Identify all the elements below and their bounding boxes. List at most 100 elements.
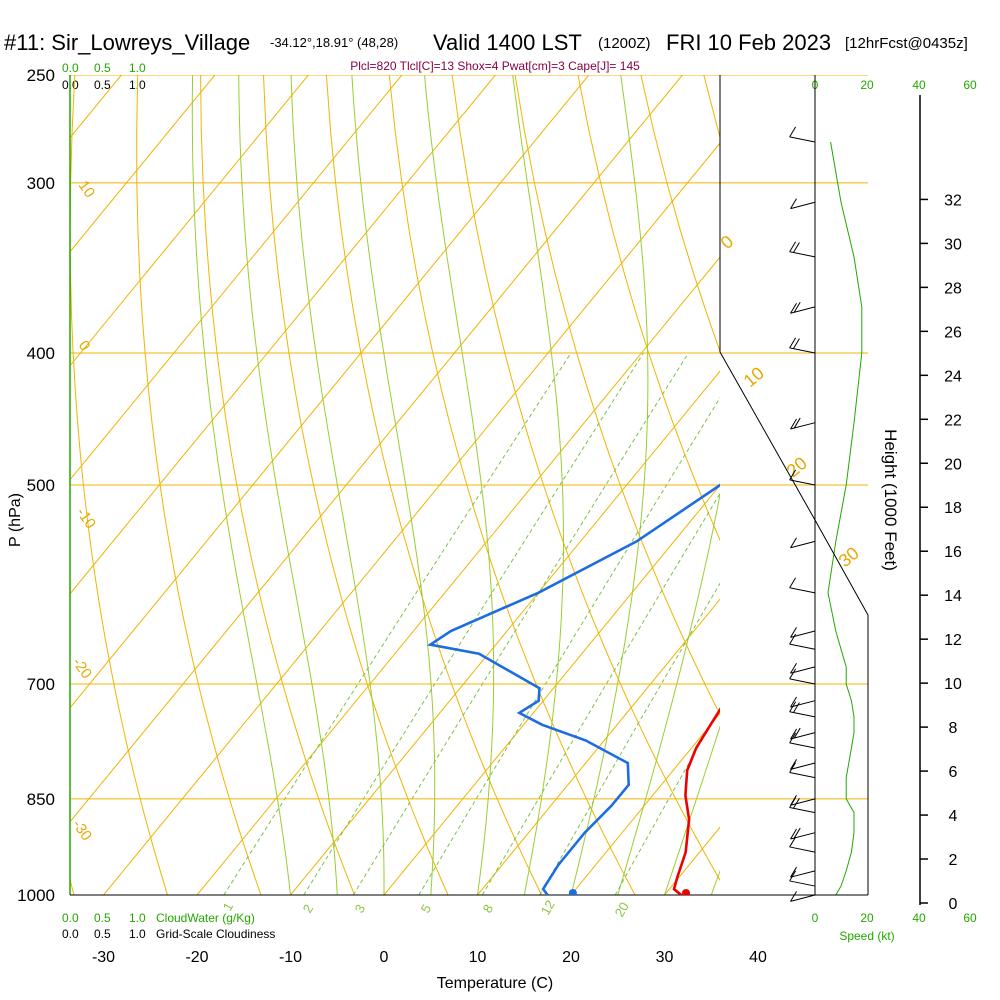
temperature-tick-label: -20 <box>185 949 208 966</box>
isotherm-labels: 10 0 -10 -20 -30 0 10 20 30 <box>69 178 863 845</box>
wind-barb-flag <box>789 633 797 645</box>
moist-adiabat <box>512 75 565 895</box>
speed-scale-top: 0 20 40 60 <box>812 78 977 92</box>
wind-barbs <box>789 126 816 902</box>
height-axis-label: Height (1000 Feet) <box>881 429 900 571</box>
wind-barb-flag <box>789 126 797 138</box>
valid-time: Valid 1400 LST <box>433 30 582 55</box>
temperature-tick-label: -30 <box>92 949 115 966</box>
moist-adiabat <box>617 492 720 895</box>
mixing-label: 5 <box>418 902 435 916</box>
wind-barb-staff <box>790 666 816 674</box>
wind-barb-flag <box>793 727 801 739</box>
stability-indices: Plcl=820 Tlcl[C]=13 Shox=4 Pwat[cm]=3 Ca… <box>350 59 640 73</box>
mixing-ratio-line <box>303 352 644 895</box>
wind-barb-flag <box>790 728 797 740</box>
isotherm-line <box>70 75 309 367</box>
moist-adiabat <box>351 75 436 895</box>
dry-adiabat <box>451 75 720 882</box>
height-tick-label: 12 <box>944 632 962 649</box>
cloud-tick: 0.5 <box>94 78 111 92</box>
wind-barb-flag <box>790 537 797 548</box>
height-tick-label: 28 <box>944 280 962 297</box>
wind-barb-flag <box>793 302 801 313</box>
dry-adiabat <box>514 75 720 716</box>
pressure-tick-label: 500 <box>27 476 55 495</box>
dry-adiabat <box>640 75 720 353</box>
dry-adiabat <box>577 75 720 542</box>
pressure-axis: 250 300 400 500 700 850 1000 <box>17 66 55 905</box>
valid-date: FRI 10 Feb 2023 <box>666 30 831 55</box>
pressure-tick-label: 700 <box>27 675 55 694</box>
thermo-grid <box>0 75 1000 895</box>
surface-temperature-dot <box>682 889 691 895</box>
wind-barb-flag <box>790 759 797 770</box>
speed-tick: 20 <box>860 78 874 92</box>
mixing-label: 20 <box>612 899 632 919</box>
wind-barb-flag <box>790 828 797 840</box>
wind-barb-staff <box>789 771 816 779</box>
moist-adiabat <box>570 75 649 895</box>
cw-tick: 0.0 <box>62 911 79 925</box>
speed-tick: 60 <box>963 911 977 925</box>
speed-scale-bottom: 0 20 40 60 Speed (kt) <box>812 911 977 943</box>
cloudwater-scale-bottom: 0.0 0.5 1.0 CloudWater (g/Kg) 0.0 0.5 1.… <box>62 911 275 941</box>
cw-tick: 0.5 <box>94 911 111 925</box>
utc-time: (1200Z) <box>598 35 651 52</box>
sounding-series <box>426 483 720 895</box>
dry-adiabat <box>955 75 1000 895</box>
moist-adiabat <box>664 725 720 895</box>
speed-tick: 40 <box>912 78 926 92</box>
wind-barb-flag <box>793 417 801 429</box>
wind-barb-staff <box>790 540 816 549</box>
wind-barb-flag <box>789 732 797 744</box>
wind-barb-flag <box>789 668 797 680</box>
isotherm-line <box>477 598 720 895</box>
pressure-tick-label: 1000 <box>17 886 55 905</box>
isotherm-line <box>570 712 720 895</box>
wind-barb-flag <box>790 794 797 806</box>
speed-tick: 0 <box>812 911 819 925</box>
isotherm-label: -20 <box>69 655 95 683</box>
height-tick-label: 32 <box>944 192 962 209</box>
cw-tick: 0.0 <box>62 61 79 75</box>
mixing-label: 2 <box>300 902 317 916</box>
station-coords: -34.12°,18.91° (48,28) <box>270 35 398 50</box>
height-tick-label: 24 <box>944 368 962 385</box>
wind-barb-staff <box>789 347 816 354</box>
pressure-tick-label: 250 <box>27 66 55 85</box>
pressure-tick-label: 850 <box>27 790 55 809</box>
isotherm-line <box>0 75 28 895</box>
height-tick-label: 30 <box>944 236 962 253</box>
wind-barb-flag <box>789 836 797 848</box>
pressure-tick-label: 300 <box>27 174 55 193</box>
wind-barb-staff <box>789 643 816 650</box>
isotherm-label: 10 <box>740 363 768 391</box>
wind-barb-flag <box>789 577 797 588</box>
mixing-ratio-line <box>614 707 720 895</box>
wind-barb-flag <box>789 469 797 481</box>
cloudwater-label: CloudWater (g/Kg) <box>156 911 255 925</box>
wind-barb-flag <box>790 891 797 902</box>
wind-speed-profile <box>827 141 863 895</box>
right-panel-grid <box>720 75 868 895</box>
height-tick-label: 8 <box>949 720 958 737</box>
wind-barb-flag <box>790 198 797 209</box>
cw-tick: 0.5 <box>94 61 111 75</box>
dry-adiabat <box>70 75 168 895</box>
height-tick-label: 2 <box>949 852 958 869</box>
speed-label: Speed (kt) <box>839 929 894 943</box>
cloudiness-label: Grid-Scale Cloudiness <box>156 927 275 941</box>
wind-barb-staff <box>790 798 816 806</box>
wind-barb-staff <box>789 742 816 749</box>
moist-adiabat <box>191 75 291 895</box>
moist-adiabat <box>424 75 495 895</box>
wind-barb-flag <box>790 696 797 708</box>
mixing-label: 12 <box>538 897 558 917</box>
series-dewpoint-line <box>426 483 720 895</box>
wind-barb-staff <box>789 479 816 486</box>
wind-barb-staff <box>789 587 816 594</box>
wind-barb-staff <box>790 762 816 770</box>
